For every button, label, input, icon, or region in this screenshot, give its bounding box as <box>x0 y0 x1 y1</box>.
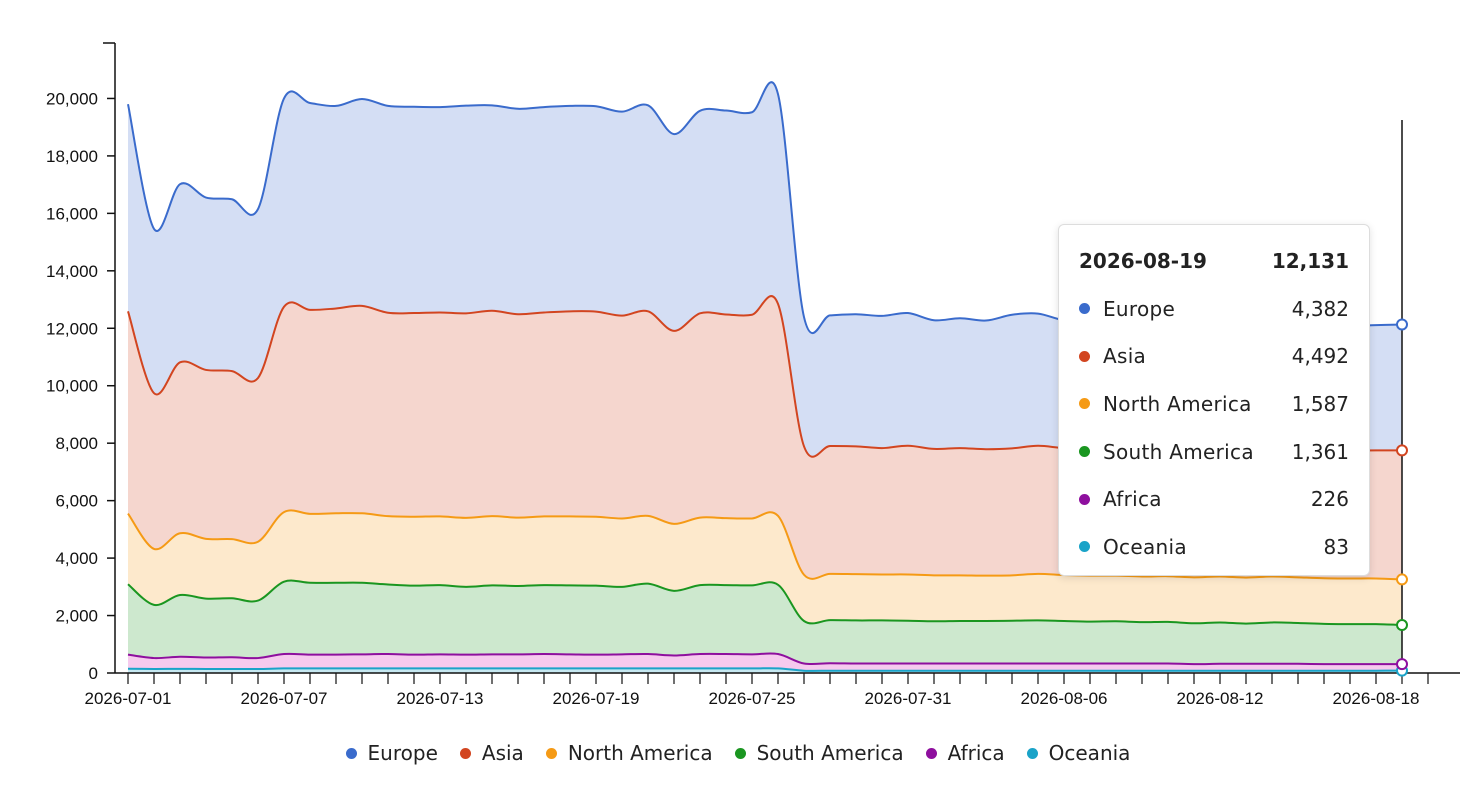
legend-label: Asia <box>481 741 524 765</box>
y-tick-label: 20,000 <box>46 89 98 108</box>
asia-dot-icon <box>459 747 471 759</box>
tooltip-series-name: Asia <box>1103 344 1147 369</box>
tooltip-row-europe: Europe 4,382 <box>1079 285 1349 333</box>
y-tick-label: 14,000 <box>46 262 98 281</box>
line-africa <box>127 652 1403 666</box>
y-axis: 0 2,000 4,000 6,000 8,000 10,000 12,000 14,000 1… <box>46 42 116 683</box>
tooltip-row-north-america: North America 1,587 <box>1079 380 1349 428</box>
tooltip-row-asia: Asia 4,492 <box>1079 333 1349 381</box>
africa-dot-icon <box>1079 493 1090 505</box>
y-tick-label: 10,000 <box>46 377 98 396</box>
oceania-dot-icon <box>1079 541 1090 553</box>
legend-label: South America <box>756 741 904 765</box>
y-tick-label: 0 <box>89 664 98 683</box>
legend-item-africa[interactable]: Africa <box>925 741 1005 765</box>
x-axis: 2026-07-01 2026-07-07 2026-07-13 2026-07-19… <box>85 672 1460 708</box>
legend-label: Europe <box>367 741 438 765</box>
y-tick-label: 8,000 <box>55 434 98 453</box>
area-oceania <box>128 668 1402 673</box>
x-tick-label: 2026-07-19 <box>553 689 640 708</box>
tooltip-series-value: 1,361 <box>1291 439 1349 464</box>
legend-item-oceania[interactable]: Oceania <box>1026 741 1131 765</box>
chart-legend: Europe Asia North America South America … <box>0 738 1476 768</box>
asia-dot-icon <box>1079 350 1090 362</box>
europe-dot-icon <box>345 747 357 759</box>
line-oceania <box>127 667 1403 672</box>
north-america-dot-icon <box>545 747 557 759</box>
y-tick-label: 18,000 <box>46 147 98 166</box>
marker-europe <box>1396 318 1408 331</box>
tooltip-series-name: Africa <box>1103 487 1162 512</box>
y-tick-label: 16,000 <box>46 204 98 223</box>
north-america-dot-icon <box>1079 398 1090 410</box>
marker-south-america <box>1396 619 1408 632</box>
x-tick-label: 2026-08-12 <box>1177 689 1264 708</box>
area-south-america <box>128 580 1402 665</box>
x-tick-label: 2026-07-07 <box>241 689 328 708</box>
tooltip-date: 2026-08-19 <box>1079 249 1207 273</box>
area-north-america <box>128 510 1402 626</box>
x-tick-label: 2026-07-01 <box>85 689 172 708</box>
south-america-dot-icon <box>734 747 746 759</box>
y-tick-label: 2,000 <box>55 607 98 626</box>
hover-crosshair <box>1396 120 1408 677</box>
marker-asia <box>1396 444 1408 457</box>
tooltip-series-value: 1,587 <box>1291 391 1349 416</box>
tooltip-series-name: South America <box>1103 439 1254 464</box>
tooltip-series-name: North America <box>1103 391 1252 416</box>
oceania-dot-icon <box>1026 747 1038 759</box>
tooltip-series-value: 226 <box>1310 487 1349 512</box>
tooltip-series-name: Oceania <box>1103 534 1187 559</box>
tooltip-header: 2026-08-19 12,131 <box>1079 243 1349 279</box>
tooltip-series-value: 83 <box>1323 534 1349 559</box>
legend-label: North America <box>567 741 713 765</box>
legend-item-north-america[interactable]: North America <box>545 741 713 765</box>
tooltip-row-south-america: South America 1,361 <box>1079 428 1349 476</box>
legend-item-asia[interactable]: Asia <box>459 741 524 765</box>
x-tick-label: 2026-08-06 <box>1021 689 1108 708</box>
legend-item-south-america[interactable]: South America <box>734 741 904 765</box>
y-tick-label: 6,000 <box>55 492 98 511</box>
line-north-america <box>127 509 1403 581</box>
tooltip-row-oceania: Oceania 83 <box>1079 523 1349 571</box>
tooltip-series-value: 4,382 <box>1291 296 1349 321</box>
chart-tooltip: 2026-08-19 12,131 Europe 4,382 Asia 4,49… <box>1058 224 1370 576</box>
y-tick-label: 4,000 <box>55 549 98 568</box>
marker-north-america <box>1396 573 1408 586</box>
legend-label: Oceania <box>1048 741 1131 765</box>
line-south-america <box>127 579 1403 627</box>
tooltip-series-value: 4,492 <box>1291 344 1349 369</box>
x-tick-label: 2026-08-18 <box>1333 689 1420 708</box>
x-tick-label: 2026-07-25 <box>709 689 796 708</box>
legend-item-europe[interactable]: Europe <box>345 741 438 765</box>
tooltip-row-africa: Africa 226 <box>1079 475 1349 523</box>
y-tick-label: 12,000 <box>46 319 98 338</box>
x-tick-label: 2026-07-31 <box>865 689 952 708</box>
europe-dot-icon <box>1079 303 1090 315</box>
legend-label: Africa <box>947 741 1005 765</box>
marker-africa <box>1396 658 1408 671</box>
area-africa <box>128 653 1402 671</box>
africa-dot-icon <box>925 747 937 759</box>
south-america-dot-icon <box>1079 446 1090 458</box>
tooltip-series-name: Europe <box>1103 296 1176 321</box>
tooltip-total: 12,131 <box>1271 249 1349 273</box>
x-tick-label: 2026-07-13 <box>397 689 484 708</box>
